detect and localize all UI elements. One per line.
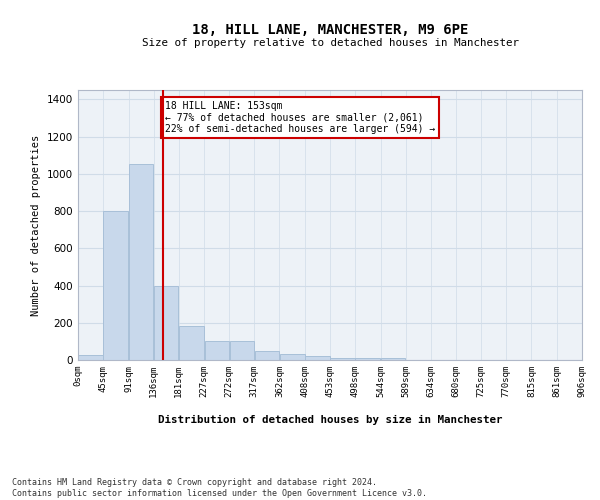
Text: Size of property relative to detached houses in Manchester: Size of property relative to detached ho… [142, 38, 518, 48]
Bar [78, 356, 103, 360]
Bar [179, 326, 204, 360]
Bar [280, 354, 305, 360]
Bar [355, 358, 380, 360]
Text: Contains HM Land Registry data © Crown copyright and database right 2024.
Contai: Contains HM Land Registry data © Crown c… [12, 478, 427, 498]
Text: 18, HILL LANE, MANCHESTER, M9 6PE: 18, HILL LANE, MANCHESTER, M9 6PE [192, 22, 468, 36]
Bar [230, 342, 254, 360]
Bar [381, 358, 406, 360]
Text: Distribution of detached houses by size in Manchester: Distribution of detached houses by size … [158, 415, 502, 425]
Y-axis label: Number of detached properties: Number of detached properties [31, 134, 41, 316]
Bar [205, 342, 229, 360]
Bar [330, 358, 355, 360]
Bar [103, 211, 128, 360]
Bar [254, 350, 279, 360]
Text: 18 HILL LANE: 153sqm
← 77% of detached houses are smaller (2,061)
22% of semi-de: 18 HILL LANE: 153sqm ← 77% of detached h… [165, 101, 435, 134]
Bar [305, 356, 330, 360]
Bar [129, 164, 154, 360]
Bar [154, 286, 178, 360]
